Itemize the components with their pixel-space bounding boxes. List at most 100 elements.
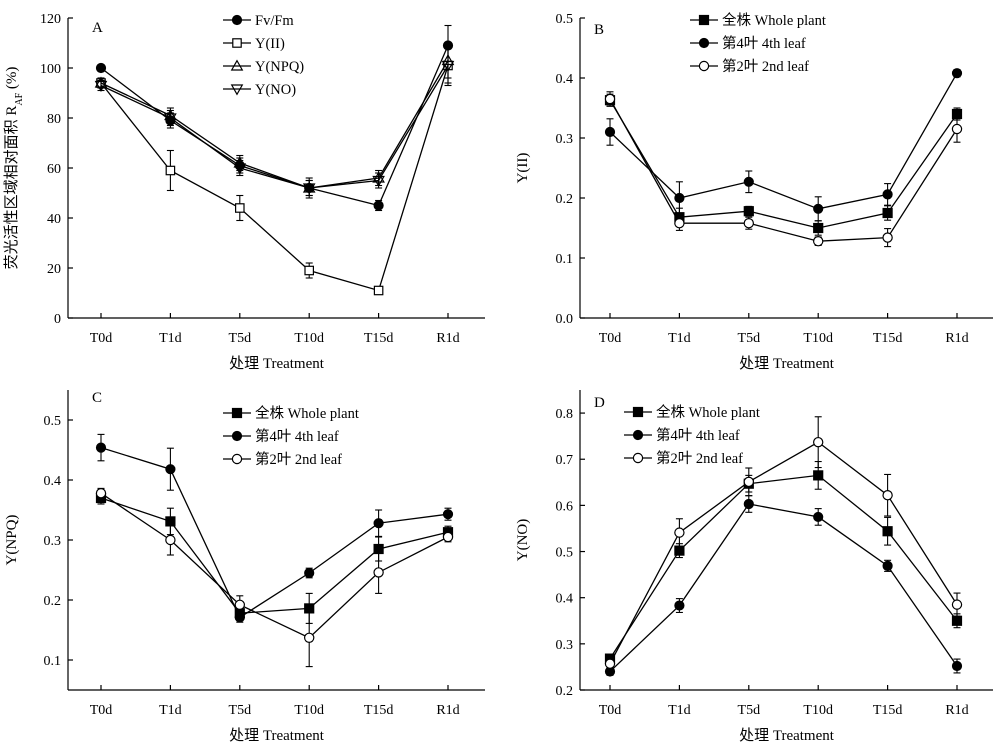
legend-label: 第2叶 2nd leaf [255,450,342,468]
y-tick-label: 0.3 [556,638,574,653]
series-1 [604,495,963,677]
panel-b: 0.0 0.1 0.2 0.3 0.4 0.5 T0d T1d T5d T10d T15d R1d 处理… [515,11,993,372]
panel-letter: A [92,20,103,36]
legend-label: 第4叶 4th leaf [656,426,740,444]
data-point [604,658,616,669]
x-tick-label: T1d [159,703,182,718]
panel-c: 0.1 0.2 0.3 0.4 0.5 T0d T1d T5d T10d T15d R1d 处理 Tr… [4,390,485,744]
data-point [743,176,754,187]
y-tick-label: 0.0 [556,312,574,327]
x-tick-label: T15d [364,331,394,346]
legend-label: 全株 Whole plant [656,403,760,421]
legend-label: Fv/Fm [255,13,294,29]
panel-letter: B [594,22,604,38]
series-line [609,99,958,229]
data-point [95,488,107,499]
series-2 [95,487,454,668]
legend-marker [632,429,644,441]
x-tick-label: T0d [599,703,622,718]
x-tick-label: T10d [294,331,324,346]
data-point [813,511,824,523]
y-tick-label: 100 [40,62,61,77]
series-2 [604,91,963,248]
y-tick-label: 20 [47,262,61,277]
series-line [100,497,449,614]
y-tick-label: 0.5 [556,12,574,27]
x-tick-label: R1d [436,703,459,718]
legend-label: 全株 Whole plant [722,11,826,29]
data-point [951,68,963,79]
legend-marker [232,38,242,48]
data-point [674,527,685,538]
y-tick-label: 0.4 [556,72,574,87]
data-point [951,615,963,626]
x-tick-label: T0d [599,331,622,346]
x-tick-label: R1d [945,703,968,718]
x-tick-label: T0d [90,331,113,346]
legend-marker [231,407,243,419]
legend-marker [698,60,710,72]
legend: 全株 Whole plant 第4叶 4th leaf 第2叶 2nd leaf [223,404,359,468]
y-tick-label: 0.7 [556,453,574,468]
data-point [235,203,245,213]
series-1 [604,68,963,222]
y-tick-label: 0.8 [556,407,574,422]
data-point [813,436,824,448]
data-point [813,470,824,481]
legend-label: 全株 Whole plant [255,404,359,422]
y-tick-label: 0.3 [44,534,62,549]
legend-label: Y(NO) [255,82,296,98]
series-2 [604,416,963,669]
data-point [813,235,824,247]
data-point [882,490,893,501]
x-axis-label: 处理 Treatment [229,727,325,744]
y-tick-label: 0.2 [556,684,574,699]
data-point [882,526,893,537]
data-point [604,126,616,138]
data-point [165,534,176,546]
legend-marker [698,14,710,26]
y-tick-label: 0.2 [44,594,62,609]
data-point [882,207,893,219]
y-tick-label: 0.5 [44,414,62,429]
data-point [882,189,893,200]
data-point [165,165,176,176]
y-tick-label: 0.2 [556,192,574,207]
y-tick-label: 0.6 [556,499,574,514]
data-point [813,222,824,234]
x-axis-label: 处理 Treatment [229,355,325,372]
data-point [373,518,384,529]
x-tick-label: R1d [436,331,459,346]
y-axis-label: Y(NPQ) [4,515,20,566]
series-line [100,492,449,639]
series-line [609,72,958,210]
y-axis-label-main: 荧光活性区域相对面积 R [3,106,20,270]
data-point [674,217,685,229]
legend-label: Y(NPQ) [255,59,304,75]
data-point [442,509,454,520]
data-point [951,599,963,610]
series-line [100,65,449,189]
y-axis-label: 荧光活性区域相对面积 RAF (%) [3,67,25,270]
x-axis-label: 处理 Treatment [739,355,835,372]
panel-letter: D [594,395,605,411]
series-0 [604,93,963,236]
y-tick-label: 0.4 [44,474,62,489]
x-tick-label: T15d [873,703,903,718]
panel-a: 0 20 40 60 80 100 120 T0d T1d T5d T10d T15d R1d 处理 Tr… [3,12,485,372]
series-line [609,441,958,664]
data-point [882,560,893,571]
data-point [604,93,616,105]
legend-label: 第2叶 2nd leaf [722,57,809,75]
legend: 全株 Whole plant 第4叶 4th leaf 第2叶 2nd leaf [624,403,760,467]
series-line [100,65,449,292]
data-point [304,265,314,276]
panel-letter: C [92,390,102,406]
data-point [304,632,315,644]
data-point [304,567,315,579]
series-1 [95,433,454,623]
series-line [609,98,958,242]
series-3 [94,47,455,197]
y-tick-label: 0.3 [556,132,574,147]
x-axis-label: 处理 Treatment [739,727,835,744]
